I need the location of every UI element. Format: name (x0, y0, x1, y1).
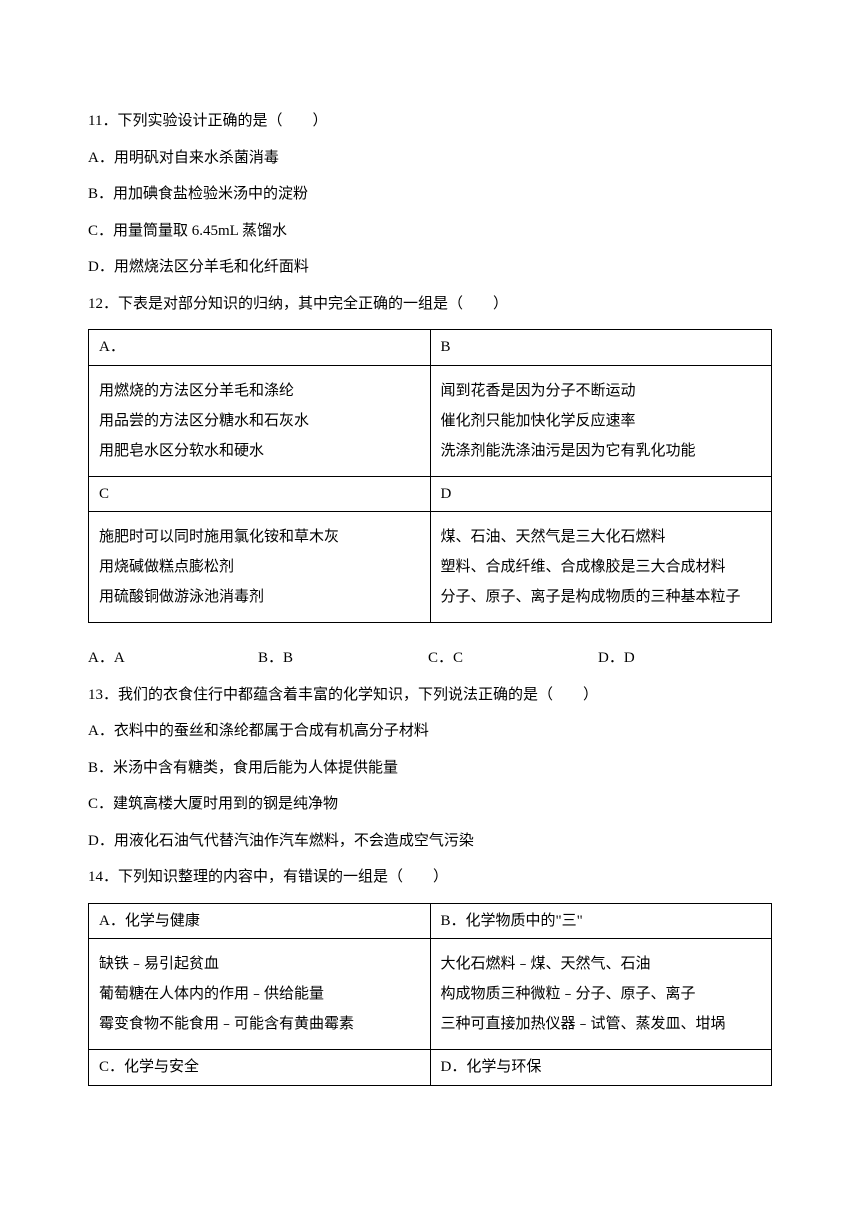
cell-text: 大化石燃料﹣煤、天然气、石油 (441, 949, 762, 979)
q11-option-b: B．用加碘食盐检验米汤中的淀粉 (88, 183, 772, 206)
q12-cell-a-body: 用燃烧的方法区分羊毛和涤纶 用品尝的方法区分糖水和石灰水 用肥皂水区分软水和硬水 (89, 365, 431, 476)
q14-cell-b-head: B．化学物质中的"三" (430, 903, 772, 939)
q12-mc-options: A．A B．B C．C D．D (88, 647, 772, 670)
q14-table: A．化学与健康 B．化学物质中的"三" 缺铁﹣易引起贫血 葡萄糖在人体内的作用﹣… (88, 903, 772, 1086)
table-row: 施肥时可以同时施用氯化铵和草木灰 用烧碱做糕点膨松剂 用硫酸铜做游泳池消毒剂 煤… (89, 512, 772, 623)
table-row: A．化学与健康 B．化学物质中的"三" (89, 903, 772, 939)
q12-stem: 12．下表是对部分知识的归纳，其中完全正确的一组是（ ） (88, 293, 772, 316)
q14-cell-a-body: 缺铁﹣易引起贫血 葡萄糖在人体内的作用﹣供给能量 霉变食物不能食用﹣可能含有黄曲… (89, 939, 431, 1050)
cell-text: 催化剂只能加快化学反应速率 (441, 406, 762, 436)
q14-cell-c-head: C．化学与安全 (89, 1050, 431, 1086)
q13-option-b: B．米汤中含有糖类，食用后能为人体提供能量 (88, 757, 772, 780)
q12-cell-d-body: 煤、石油、天然气是三大化石燃料 塑料、合成纤维、合成橡胶是三大合成材料 分子、原… (430, 512, 772, 623)
cell-text: 用燃烧的方法区分羊毛和涤纶 (99, 376, 420, 406)
table-row: A． B (89, 330, 772, 366)
q13-option-a: A．衣料中的蚕丝和涤纶都属于合成有机高分子材料 (88, 720, 772, 743)
table-row: C D (89, 476, 772, 512)
q12-cell-c-body: 施肥时可以同时施用氯化铵和草木灰 用烧碱做糕点膨松剂 用硫酸铜做游泳池消毒剂 (89, 512, 431, 623)
cell-text: 分子、原子、离子是构成物质的三种基本粒子 (441, 582, 762, 612)
cell-text: 用肥皂水区分软水和硬水 (99, 436, 420, 466)
cell-text: 构成物质三种微粒﹣分子、原子、离子 (441, 979, 762, 1009)
q12-cell-b-body: 闻到花香是因为分子不断运动 催化剂只能加快化学反应速率 洗涤剂能洗涤油污是因为它… (430, 365, 772, 476)
q11-option-a: A．用明矾对自来水杀菌消毒 (88, 147, 772, 170)
cell-text: 施肥时可以同时施用氯化铵和草木灰 (99, 522, 420, 552)
cell-text: 塑料、合成纤维、合成橡胶是三大合成材料 (441, 552, 762, 582)
q12-mc-c: C．C (428, 647, 598, 670)
q14-stem: 14．下列知识整理的内容中，有错误的一组是（ ） (88, 866, 772, 889)
q12-cell-b-head: B (430, 330, 772, 366)
q11-stem: 11．下列实验设计正确的是（ ） (88, 110, 772, 133)
cell-text: 煤、石油、天然气是三大化石燃料 (441, 522, 762, 552)
q12-cell-c-head: C (89, 476, 431, 512)
q12-table: A． B 用燃烧的方法区分羊毛和涤纶 用品尝的方法区分糖水和石灰水 用肥皂水区分… (88, 329, 772, 623)
q12-cell-d-head: D (430, 476, 772, 512)
q11-option-c: C．用量筒量取 6.45mL 蒸馏水 (88, 220, 772, 243)
cell-text: 三种可直接加热仪器﹣试管、蒸发皿、坩埚 (441, 1009, 762, 1039)
q14-cell-a-head: A．化学与健康 (89, 903, 431, 939)
table-row: 缺铁﹣易引起贫血 葡萄糖在人体内的作用﹣供给能量 霉变食物不能食用﹣可能含有黄曲… (89, 939, 772, 1050)
table-row: 用燃烧的方法区分羊毛和涤纶 用品尝的方法区分糖水和石灰水 用肥皂水区分软水和硬水… (89, 365, 772, 476)
q11-option-d: D．用燃烧法区分羊毛和化纤面料 (88, 256, 772, 279)
q13-stem: 13．我们的衣食住行中都蕴含着丰富的化学知识，下列说法正确的是（ ） (88, 684, 772, 707)
cell-text: 闻到花香是因为分子不断运动 (441, 376, 762, 406)
cell-text: 葡萄糖在人体内的作用﹣供给能量 (99, 979, 420, 1009)
cell-text: 用烧碱做糕点膨松剂 (99, 552, 420, 582)
q13-option-c: C．建筑高楼大厦时用到的钢是纯净物 (88, 793, 772, 816)
q13-option-d: D．用液化石油气代替汽油作汽车燃料，不会造成空气污染 (88, 830, 772, 853)
cell-text: 用硫酸铜做游泳池消毒剂 (99, 582, 420, 612)
cell-text: 用品尝的方法区分糖水和石灰水 (99, 406, 420, 436)
q12-cell-a-head: A． (89, 330, 431, 366)
q12-mc-a: A．A (88, 647, 258, 670)
q12-mc-b: B．B (258, 647, 428, 670)
cell-text: 霉变食物不能食用﹣可能含有黄曲霉素 (99, 1009, 420, 1039)
q14-cell-b-body: 大化石燃料﹣煤、天然气、石油 构成物质三种微粒﹣分子、原子、离子 三种可直接加热… (430, 939, 772, 1050)
cell-text: 洗涤剂能洗涤油污是因为它有乳化功能 (441, 436, 762, 466)
q14-cell-d-head: D．化学与环保 (430, 1050, 772, 1086)
cell-text: 缺铁﹣易引起贫血 (99, 949, 420, 979)
q12-mc-d: D．D (598, 647, 635, 670)
table-row: C．化学与安全 D．化学与环保 (89, 1050, 772, 1086)
